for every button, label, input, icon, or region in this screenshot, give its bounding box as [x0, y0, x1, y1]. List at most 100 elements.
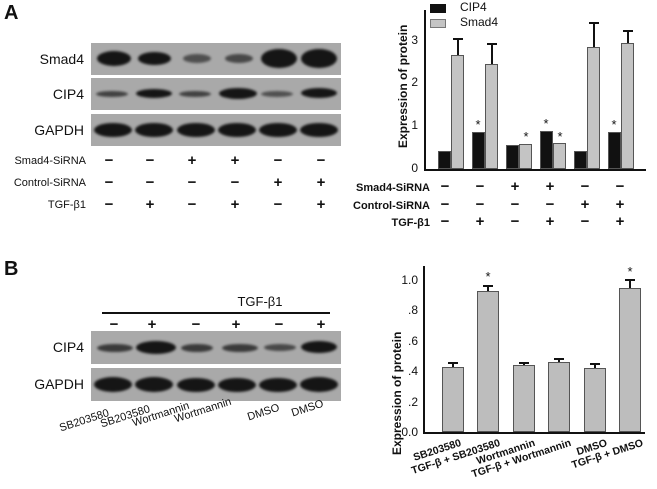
sign: −	[475, 178, 485, 195]
bar-smad4	[553, 143, 566, 169]
bar-smad4	[451, 55, 464, 169]
sign: +	[615, 196, 625, 213]
sign: −	[145, 174, 155, 191]
legend-label-smad4: Smad4	[460, 15, 499, 29]
sign: +	[316, 316, 326, 333]
sign: +	[147, 316, 157, 333]
sign: +	[510, 178, 520, 195]
blot-a-smad4-strip	[91, 43, 341, 75]
blot-b-header-line	[102, 312, 330, 314]
sign: −	[510, 196, 520, 213]
condition-label: Control-SiRNA	[13, 177, 86, 189]
sign: −	[104, 174, 114, 191]
blot-a-row-label: CIP4	[52, 86, 84, 102]
condition-label: Smad4-SiRNA	[14, 155, 86, 167]
sign: −	[230, 174, 240, 191]
blot-a-row-label: GAPDH	[34, 122, 84, 138]
significance-star: *	[543, 116, 549, 131]
sign: −	[580, 178, 590, 195]
sign: +	[187, 152, 197, 169]
y-tick: 1	[411, 118, 418, 132]
sign: +	[231, 316, 241, 333]
bar-smad4	[485, 64, 498, 169]
bar-cip4	[548, 362, 570, 432]
significance-star: *	[627, 264, 633, 279]
y-tick: .6	[407, 334, 418, 348]
bar-cip4	[506, 145, 519, 169]
chart-a-condition-label: Control-SiRNA	[353, 200, 430, 212]
lane-label: DMSO	[246, 401, 282, 424]
chart-a-y-axis	[424, 10, 426, 170]
sign: −	[545, 196, 555, 213]
chart-a-condition-label: TGF-β1	[391, 217, 431, 229]
blot-b-row-label: CIP4	[52, 339, 84, 355]
chart-b-y-axis	[423, 266, 425, 434]
bar-cip4	[472, 132, 485, 169]
sign: −	[440, 196, 450, 213]
significance-star: *	[475, 117, 481, 132]
sign: −	[510, 213, 520, 230]
sign: −	[273, 196, 283, 213]
significance-star: *	[611, 117, 617, 132]
blot-a-row-label: Smad4	[39, 51, 84, 67]
legend-swatch-cip4	[430, 4, 446, 13]
y-tick: 2	[411, 75, 418, 89]
sign: +	[316, 196, 326, 213]
bar-smad4	[621, 43, 634, 169]
bar-cip4	[584, 368, 606, 432]
panel-b-label: B	[4, 258, 19, 280]
chart-a-condition-label: Smad4-SiRNA	[356, 182, 430, 194]
sign: −	[440, 178, 450, 195]
sign: −	[145, 152, 155, 169]
blot-b-row-label: GAPDH	[34, 376, 84, 392]
sign: −	[274, 316, 284, 333]
sign: −	[580, 213, 590, 230]
sign: −	[104, 152, 114, 169]
sign: −	[475, 196, 485, 213]
blot-b-header: TGF-β1	[237, 294, 283, 309]
chart-b-x-axis	[423, 432, 645, 434]
sign: −	[187, 196, 197, 213]
sign: +	[230, 196, 240, 213]
sign: −	[316, 152, 326, 169]
bar-cip4	[540, 131, 553, 169]
condition-label: TGF-β1	[47, 199, 86, 211]
blot-b-gapdh-strip	[91, 368, 341, 401]
panel-a-label: A	[4, 2, 19, 24]
sign: +	[580, 196, 590, 213]
bar-smad4	[587, 47, 600, 169]
sign: −	[187, 174, 197, 191]
sign: +	[545, 213, 555, 230]
significance-star: *	[523, 129, 529, 144]
legend-swatch-smad4	[430, 19, 446, 28]
bar-cip4	[477, 291, 499, 432]
y-tick: 0.0	[401, 425, 418, 439]
significance-star: *	[557, 129, 563, 144]
sign: +	[230, 152, 240, 169]
y-tick: 1.0	[401, 273, 418, 287]
sign: −	[273, 152, 283, 169]
sign: −	[440, 213, 450, 230]
sign: −	[104, 196, 114, 213]
blot-b-cip4-strip	[91, 331, 341, 364]
sign: −	[109, 316, 119, 333]
bar-cip4	[574, 151, 587, 169]
lane-label: DMSO	[290, 397, 326, 420]
blot-a-gapdh-strip	[91, 114, 341, 146]
blot-a-cip4-strip	[91, 78, 341, 110]
sign: −	[615, 178, 625, 195]
sign: +	[316, 174, 326, 191]
bar-cip4	[513, 365, 535, 432]
legend-label-cip4: CIP4	[460, 0, 487, 14]
bar-cip4	[619, 288, 641, 432]
y-tick: .2	[407, 395, 418, 409]
y-tick: .8	[407, 303, 418, 317]
bar-cip4	[608, 132, 621, 169]
bar-cip4	[438, 151, 451, 169]
y-tick: 3	[411, 33, 418, 47]
y-tick: .4	[407, 364, 418, 378]
bar-cip4	[442, 367, 464, 432]
sign: +	[615, 213, 625, 230]
sign: +	[145, 196, 155, 213]
sign: +	[475, 213, 485, 230]
